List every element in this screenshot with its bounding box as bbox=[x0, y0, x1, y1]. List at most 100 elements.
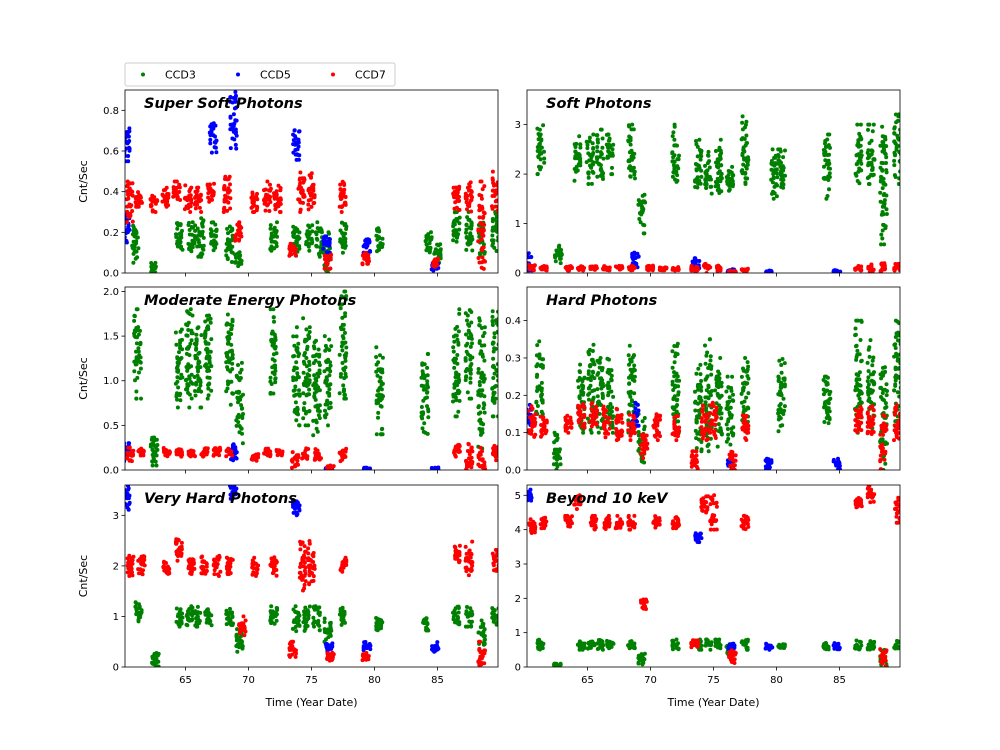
data-point bbox=[317, 352, 322, 357]
data-point bbox=[881, 140, 886, 145]
data-point bbox=[641, 231, 646, 236]
data-point bbox=[740, 127, 745, 132]
data-point bbox=[724, 389, 729, 394]
data-point bbox=[465, 318, 469, 323]
data-point bbox=[210, 197, 214, 202]
data-point bbox=[226, 340, 231, 345]
data-point bbox=[464, 459, 469, 464]
data-point bbox=[178, 391, 183, 396]
data-point bbox=[563, 265, 568, 270]
data-point bbox=[590, 374, 595, 379]
data-point bbox=[210, 241, 214, 246]
data-point bbox=[296, 186, 301, 191]
data-point bbox=[490, 178, 495, 183]
data-point bbox=[480, 370, 484, 375]
data-point bbox=[895, 263, 900, 268]
data-point bbox=[709, 177, 713, 182]
data-point bbox=[870, 168, 874, 172]
data-point bbox=[265, 179, 270, 184]
data-point bbox=[853, 388, 858, 393]
data-point bbox=[222, 185, 227, 190]
data-point bbox=[883, 224, 888, 229]
data-point bbox=[136, 190, 140, 195]
data-point bbox=[185, 387, 190, 392]
data-point bbox=[231, 112, 236, 117]
data-point bbox=[420, 412, 425, 417]
data-point bbox=[317, 388, 322, 393]
data-point bbox=[314, 420, 319, 425]
data-point bbox=[199, 389, 204, 394]
data-point bbox=[558, 462, 563, 467]
data-point bbox=[187, 189, 192, 194]
data-point bbox=[493, 192, 497, 197]
data-point bbox=[229, 260, 234, 264]
data-point bbox=[306, 207, 311, 212]
data-point bbox=[456, 447, 461, 452]
data-point bbox=[871, 122, 876, 127]
data-point bbox=[598, 356, 603, 360]
data-point bbox=[696, 366, 701, 371]
data-point bbox=[193, 206, 198, 211]
data-point bbox=[126, 154, 131, 158]
data-point bbox=[470, 341, 474, 346]
data-point bbox=[206, 386, 211, 391]
data-point bbox=[339, 205, 344, 209]
data-point bbox=[125, 459, 127, 463]
data-point bbox=[207, 375, 212, 380]
data-point bbox=[126, 441, 131, 446]
data-point bbox=[209, 337, 214, 342]
data-point bbox=[183, 183, 188, 188]
data-point bbox=[469, 310, 474, 314]
data-point bbox=[894, 120, 899, 125]
data-point bbox=[898, 342, 900, 347]
data-point bbox=[828, 389, 833, 394]
data-point bbox=[272, 319, 276, 324]
data-point bbox=[490, 217, 495, 221]
data-point bbox=[675, 173, 680, 178]
data-point bbox=[781, 396, 786, 401]
data-point bbox=[328, 401, 333, 405]
data-point bbox=[591, 170, 596, 175]
data-point bbox=[224, 454, 229, 459]
data-point bbox=[868, 387, 873, 392]
data-point bbox=[151, 449, 156, 454]
data-point bbox=[601, 156, 606, 161]
data-point bbox=[273, 203, 278, 208]
data-point bbox=[305, 347, 309, 352]
data-point bbox=[600, 393, 605, 398]
data-point bbox=[779, 393, 784, 398]
data-point bbox=[871, 355, 876, 360]
data-point bbox=[233, 99, 238, 104]
data-point bbox=[781, 155, 786, 160]
data-point bbox=[610, 165, 614, 170]
data-point bbox=[823, 400, 828, 405]
data-point bbox=[482, 343, 487, 348]
data-point bbox=[126, 445, 131, 450]
data-point bbox=[822, 164, 826, 169]
data-point bbox=[884, 393, 889, 398]
data-point bbox=[164, 185, 169, 190]
data-point bbox=[234, 260, 238, 264]
data-point bbox=[493, 204, 498, 209]
data-point bbox=[741, 381, 745, 386]
data-point bbox=[177, 447, 182, 452]
data-point bbox=[378, 404, 383, 408]
data-point bbox=[344, 224, 349, 229]
data-point bbox=[293, 384, 298, 389]
data-point bbox=[480, 248, 485, 253]
data-point bbox=[537, 339, 542, 344]
data-point bbox=[250, 455, 255, 460]
data-point bbox=[311, 361, 316, 366]
data-point bbox=[340, 334, 345, 339]
data-point bbox=[270, 343, 275, 348]
data-point bbox=[180, 375, 185, 380]
data-point bbox=[429, 230, 433, 235]
data-point bbox=[709, 372, 714, 377]
data-point bbox=[134, 204, 139, 209]
data-point bbox=[729, 426, 734, 431]
data-point bbox=[676, 157, 681, 162]
data-point bbox=[194, 200, 198, 204]
data-point bbox=[240, 416, 245, 420]
data-point bbox=[364, 258, 369, 263]
data-point bbox=[453, 448, 457, 453]
